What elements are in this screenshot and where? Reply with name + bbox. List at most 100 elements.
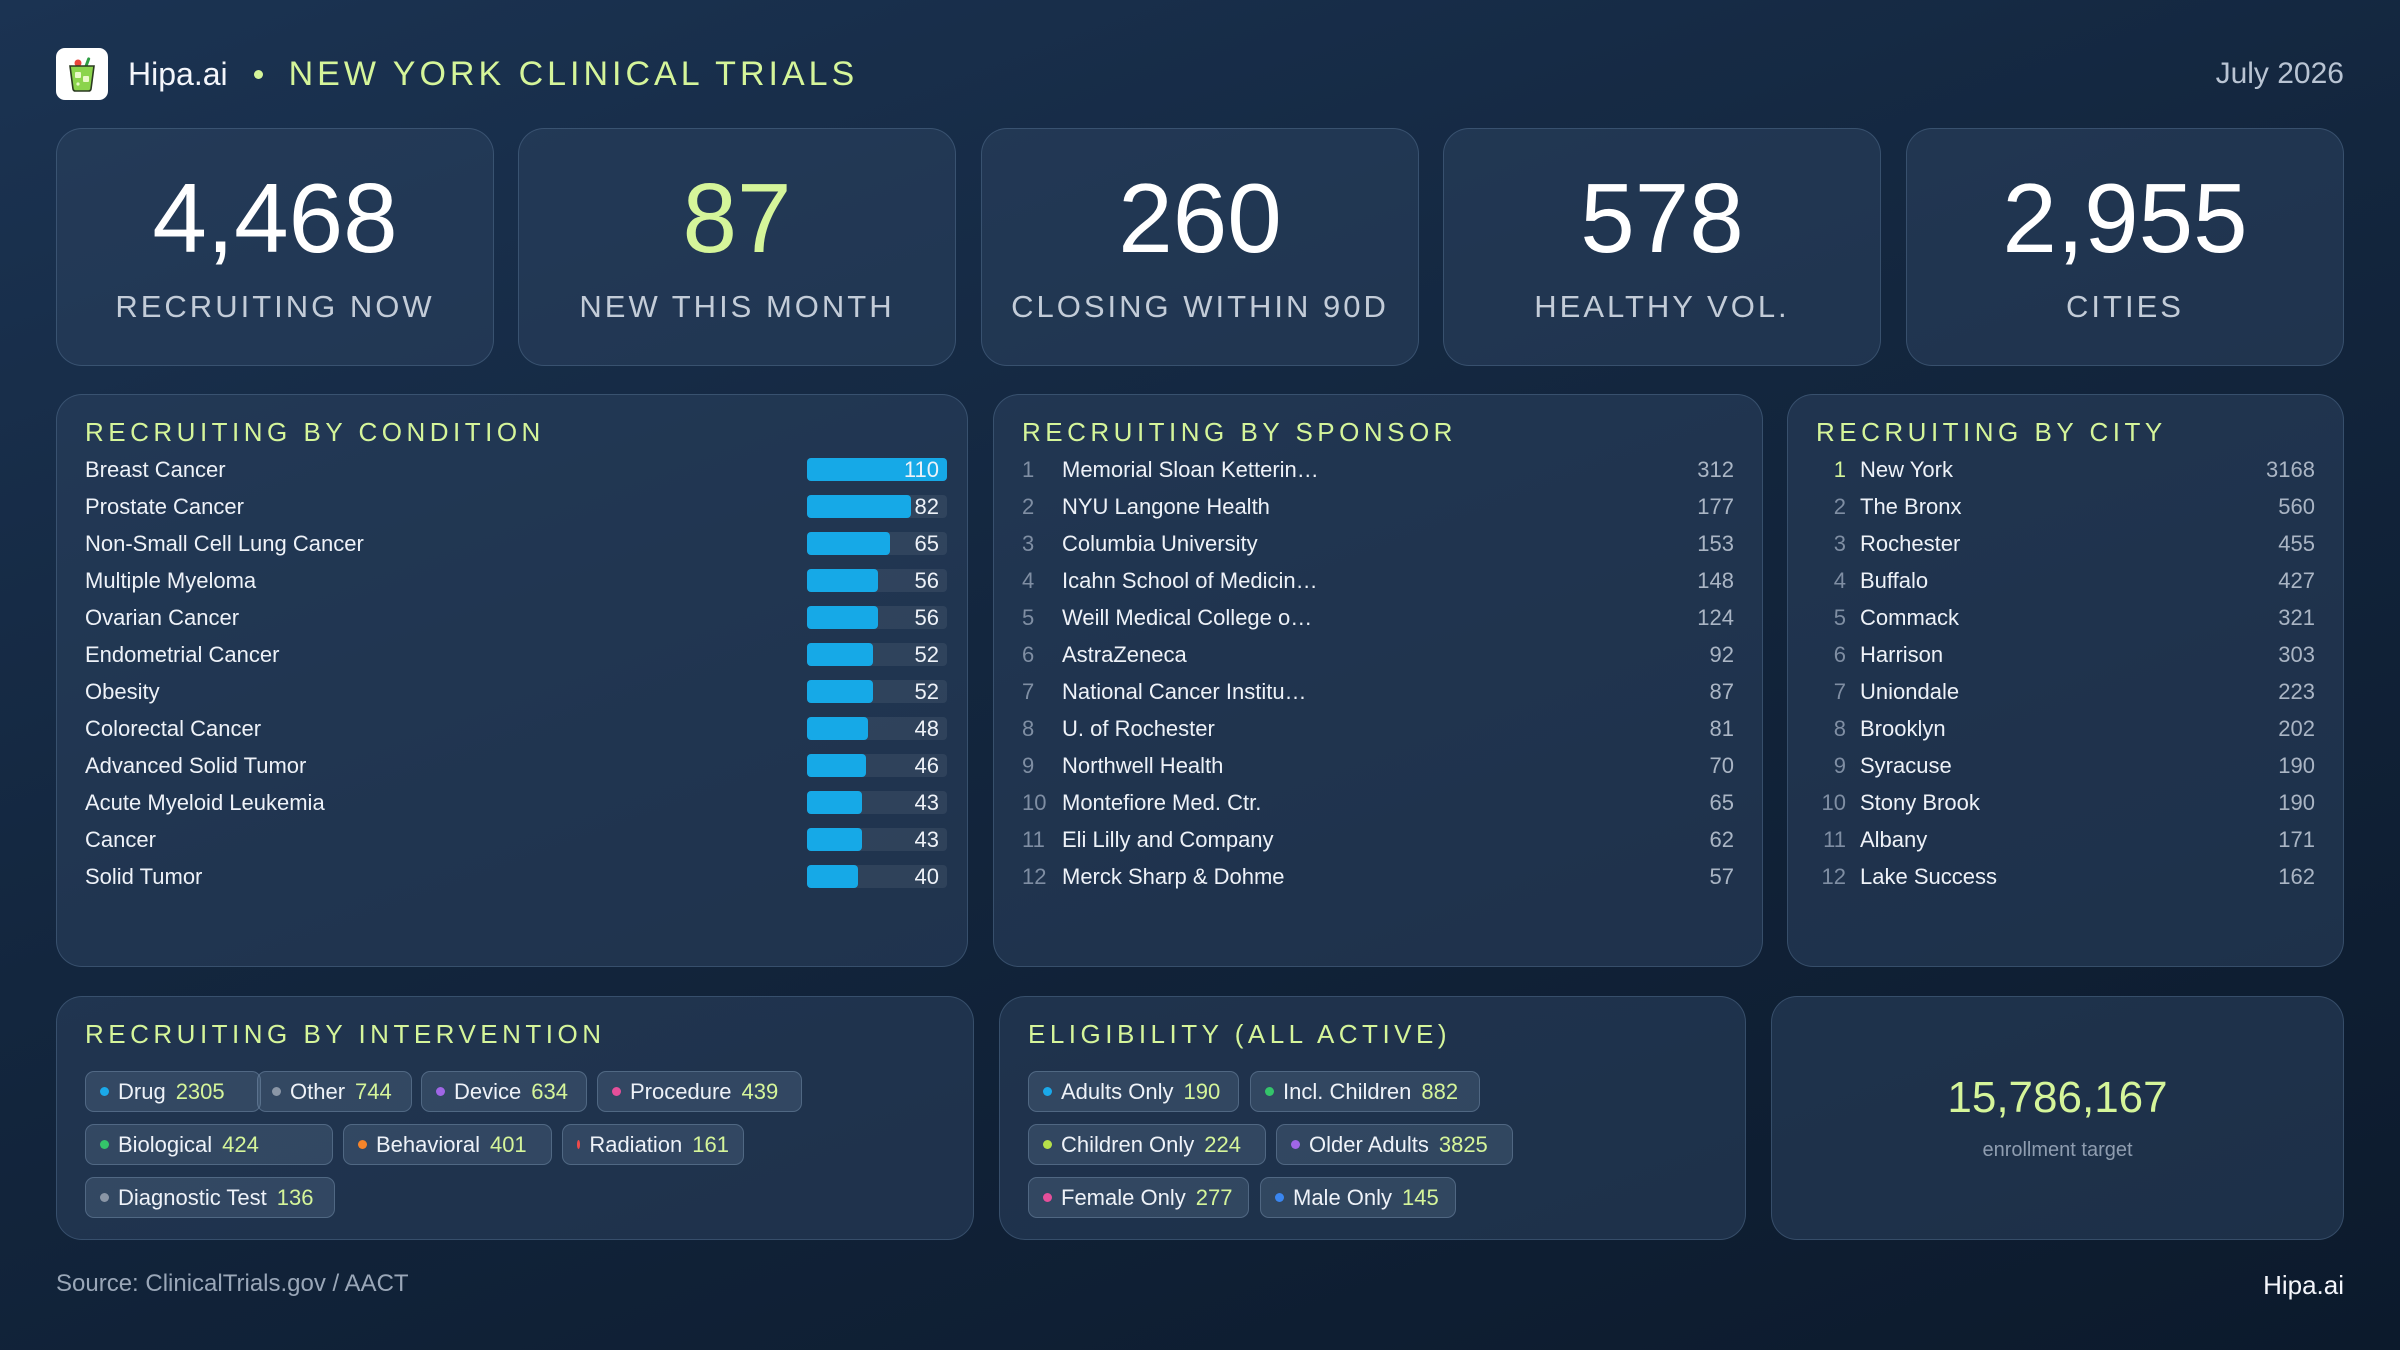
sponsor-row[interactable]: 10 Montefiore Med. Ctr. 65 (1022, 784, 1734, 821)
condition-name: Prostate Cancer (85, 493, 244, 519)
interventions-chip[interactable]: Drug 2305 (85, 1071, 261, 1112)
sponsor-count: 153 (1697, 530, 1734, 556)
sponsor-row[interactable]: 1 Memorial Sloan Ketterin… 312 (1022, 451, 1734, 488)
condition-bar-track (807, 495, 947, 518)
condition-row: Cancer 43 (85, 821, 947, 858)
city-row[interactable]: 12 Lake Success 162 (1816, 858, 2315, 895)
city-name: Lake Success (1860, 863, 1997, 889)
city-count: 303 (2278, 641, 2315, 667)
sponsor-rank: 6 (1022, 641, 1035, 667)
eligibility-chip[interactable]: Male Only 145 (1260, 1177, 1456, 1218)
interventions-chip[interactable]: Device 634 (421, 1071, 587, 1112)
city-name: Harrison (1860, 641, 1944, 667)
condition-row: Breast Cancer 110 (85, 451, 947, 488)
city-name: Uniondale (1860, 678, 1960, 704)
eligibility-chip[interactable]: Older Adults 3825 (1276, 1124, 1513, 1165)
kpi-label: CITIES (2066, 289, 2184, 324)
chip-label: Children Only (1061, 1131, 1195, 1157)
sponsor-name: NYU Langone Health (1062, 493, 1270, 519)
condition-count: 48 (914, 715, 939, 741)
sponsor-rank: 7 (1022, 678, 1035, 704)
condition-row: Advanced Solid Tumor 46 (85, 747, 947, 784)
eligibility-chip[interactable]: Children Only 224 (1028, 1124, 1266, 1165)
interventions-chip[interactable]: Behavioral 401 (343, 1124, 552, 1165)
sponsor-count: 312 (1697, 456, 1734, 482)
interventions-chip[interactable]: Diagnostic Test 136 (85, 1177, 335, 1218)
chip-count: 136 (276, 1184, 314, 1210)
chip-count: 634 (531, 1078, 568, 1104)
condition-name: Colorectal Cancer (85, 715, 262, 741)
condition-count: 43 (914, 826, 939, 852)
city-rank: 1 (1833, 456, 1846, 482)
interventions-chip[interactable]: Other 744 (257, 1071, 412, 1112)
sponsor-row[interactable]: 9 Northwell Health 70 (1022, 747, 1734, 784)
city-row[interactable]: 5 Commack 321 (1816, 599, 2315, 636)
sponsor-rank: 2 (1022, 493, 1035, 519)
logo[interactable] (56, 48, 108, 100)
eligibility-chip[interactable]: Female Only 277 (1028, 1177, 1249, 1218)
eligibility-chip[interactable]: Adults Only 190 (1028, 1071, 1239, 1112)
chip-label: Older Adults (1309, 1131, 1429, 1157)
city-row[interactable]: 11 Albany 171 (1816, 821, 2315, 858)
city-row[interactable]: 7 Uniondale 223 (1816, 673, 2315, 710)
sponsor-row[interactable]: 8 U. of Rochester 81 (1022, 710, 1734, 747)
sponsor-row[interactable]: 7 National Cancer Institu… 87 (1022, 673, 1734, 710)
chip-count: 439 (741, 1078, 779, 1104)
interventions-chip[interactable]: Procedure 439 (597, 1071, 802, 1112)
city-row[interactable]: 8 Brooklyn 202 (1816, 710, 2315, 747)
condition-name: Solid Tumor (85, 863, 203, 889)
chip-label: Drug (118, 1078, 166, 1104)
city-row[interactable]: 9 Syracuse 190 (1816, 747, 2315, 784)
sponsor-row[interactable]: 2 NYU Langone Health 177 (1022, 488, 1734, 525)
interventions-chip[interactable]: Biological 424 (85, 1124, 333, 1165)
sponsor-row[interactable]: 12 Merck Sharp & Dohme 57 (1022, 858, 1734, 895)
city-row[interactable]: 10 Stony Brook 190 (1816, 784, 2315, 821)
sponsor-row[interactable]: 4 Icahn School of Medicin… 148 (1022, 562, 1734, 599)
condition-bar (807, 569, 879, 592)
city-rank: 10 (1821, 789, 1846, 815)
kpi-healthy-volunteers: 578 HEALTHY VOL. (1443, 128, 1881, 366)
chip-color-dot (436, 1087, 445, 1096)
sponsor-rank: 3 (1022, 530, 1035, 556)
sponsor-name: AstraZeneca (1062, 641, 1187, 667)
chip-color-dot (1265, 1087, 1274, 1096)
city-row[interactable]: 6 Harrison 303 (1816, 636, 2315, 673)
condition-row: Solid Tumor 40 (85, 858, 947, 895)
city-name: Stony Brook (1860, 789, 1980, 815)
city-count: 162 (2278, 863, 2315, 889)
condition-bar-track (807, 717, 947, 740)
city-rank: 2 (1833, 493, 1846, 519)
sponsor-count: 177 (1697, 493, 1734, 519)
condition-count: 52 (914, 678, 939, 704)
city-row[interactable]: 3 Rochester 455 (1816, 525, 2315, 562)
interventions-chip[interactable]: Radiation 161 (562, 1124, 744, 1165)
footer-brand[interactable]: Hipa.ai (2263, 1270, 2344, 1300)
panel-recruiting-by-intervention: RECRUITING BY INTERVENTION Drug 2305 Other… (56, 996, 974, 1240)
sponsor-row[interactable]: 3 Columbia University 153 (1022, 525, 1734, 562)
city-rank: 11 (1823, 826, 1846, 852)
condition-row: Obesity 52 (85, 673, 947, 710)
eligibility-chip[interactable]: Incl. Children 882 (1250, 1071, 1480, 1112)
city-row[interactable]: 4 Buffalo 427 (1816, 562, 2315, 599)
city-row[interactable]: 1 New York 3168 (1816, 451, 2315, 488)
panel-enrollment-target: 15,786,167 enrollment target (1771, 996, 2344, 1240)
section-title: RECRUITING BY INTERVENTION (85, 1019, 606, 1049)
condition-bar (807, 865, 858, 888)
sponsor-rank: 11 (1022, 826, 1045, 852)
city-count: 223 (2278, 678, 2315, 704)
panel-recruiting-by-city: RECRUITING BY CITY 1 New York 3168 2 The Bro… (1787, 394, 2344, 967)
city-row[interactable]: 2 The Bronx 560 (1816, 488, 2315, 525)
condition-name: Breast Cancer (85, 456, 226, 482)
chip-color-dot (100, 1193, 109, 1202)
sponsor-name: National Cancer Institu… (1062, 678, 1307, 704)
kpi-value: 260 (1118, 163, 1282, 273)
sponsor-row[interactable]: 5 Weill Medical College o… 124 (1022, 599, 1734, 636)
sponsor-row[interactable]: 6 AstraZeneca 92 (1022, 636, 1734, 673)
sponsor-name: U. of Rochester (1062, 715, 1215, 741)
chip-count: 190 (1183, 1078, 1221, 1104)
city-count: 202 (2278, 715, 2315, 741)
city-name: Brooklyn (1860, 715, 1946, 741)
chip-label: Female Only (1061, 1184, 1186, 1210)
sponsor-row[interactable]: 11 Eli Lilly and Company 62 (1022, 821, 1734, 858)
city-rank: 4 (1833, 567, 1846, 593)
